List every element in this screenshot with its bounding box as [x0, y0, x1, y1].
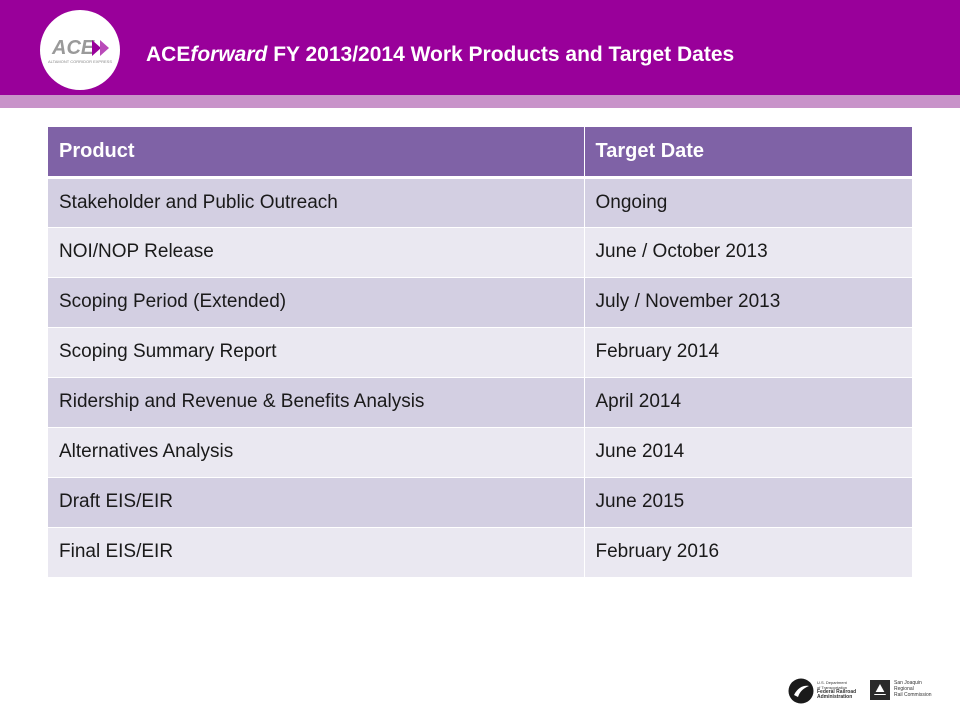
- fra-line: U.S. Department: [817, 680, 847, 685]
- product-cell: Scoping Period (Extended): [48, 276, 584, 327]
- work-products-table: Product Target Date Stakeholder and Publ…: [48, 127, 912, 577]
- target-date-cell: February 2014: [583, 326, 912, 377]
- header-band: [0, 0, 960, 95]
- target-date-cell: June 2014: [583, 426, 912, 477]
- target-date-cell: June / October 2013: [583, 226, 912, 277]
- ace-logo: ACE ALTAMONT CORRIDOR EXPRESS: [40, 10, 120, 90]
- ace-logo-subtext: ALTAMONT CORRIDOR EXPRESS: [48, 59, 112, 64]
- table-row: Ridership and Revenue & Benefits Analysi…: [48, 376, 912, 427]
- ace-logo-text: ACE: [51, 37, 95, 59]
- sjrrc-logo-icon: [870, 680, 890, 700]
- dot-seal-icon: [788, 678, 814, 704]
- fra-bold-line: Administration: [817, 694, 853, 700]
- ace-logo-icon: ACE ALTAMONT CORRIDOR EXPRESS: [48, 37, 112, 64]
- ace-logo-arrow-1: [92, 40, 101, 56]
- product-cell: NOI/NOP Release: [48, 226, 584, 277]
- table-header-row: Product Target Date: [48, 127, 912, 179]
- target-date-cell: Ongoing: [583, 176, 912, 227]
- table-row: Scoping Period (Extended) July / Novembe…: [48, 276, 912, 327]
- target-date-cell: February 2016: [583, 526, 912, 577]
- product-cell: Draft EIS/EIR: [48, 476, 584, 527]
- table-row: NOI/NOP Release June / October 2013: [48, 226, 912, 277]
- column-header-target-date: Target Date: [583, 127, 912, 179]
- sjrrc-line: Rail Commission: [894, 692, 932, 698]
- slide-title: ACEforward FY 2013/2014 Work Products an…: [146, 41, 734, 69]
- target-date-cell: June 2015: [583, 476, 912, 527]
- product-cell: Scoping Summary Report: [48, 326, 584, 377]
- product-cell: Alternatives Analysis: [48, 426, 584, 477]
- table-row: Alternatives Analysis June 2014: [48, 426, 912, 477]
- title-rest: FY 2013/2014 Work Products and Target Da…: [267, 43, 735, 66]
- table-row: Final EIS/EIR February 2016: [48, 526, 912, 577]
- target-date-cell: July / November 2013: [583, 276, 912, 327]
- footer-logos: U.S. Department of Transportation Federa…: [788, 676, 938, 706]
- sjrrc-line: San Joaquin: [894, 680, 922, 686]
- ace-logo-arrow-2: [100, 40, 109, 56]
- target-date-cell: April 2014: [583, 376, 912, 427]
- header-stripe: [0, 95, 960, 108]
- fra-bold-line: Federal Railroad: [817, 689, 857, 695]
- title-italic: forward: [190, 43, 268, 66]
- title-lead: ACE: [146, 43, 191, 66]
- product-cell: Final EIS/EIR: [48, 526, 584, 577]
- table-row: Stakeholder and Public Outreach Ongoing: [48, 176, 912, 227]
- fra-line: of Transportation: [817, 685, 848, 690]
- column-header-product: Product: [48, 127, 584, 179]
- product-cell: Ridership and Revenue & Benefits Analysi…: [48, 376, 584, 427]
- sjrrc-text: San Joaquin Regional Rail Commission: [894, 680, 938, 698]
- table-row: Draft EIS/EIR June 2015: [48, 476, 912, 527]
- sjrrc-line: Regional: [894, 686, 914, 692]
- product-cell: Stakeholder and Public Outreach: [48, 176, 584, 227]
- fra-text: U.S. Department of Transportation Federa…: [817, 680, 857, 700]
- table-row: Scoping Summary Report February 2014: [48, 326, 912, 377]
